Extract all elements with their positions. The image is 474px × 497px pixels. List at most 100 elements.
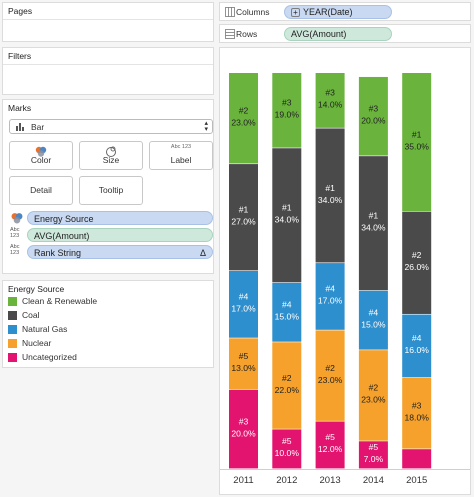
data-label: 22.0% bbox=[275, 385, 300, 395]
legend-swatch bbox=[8, 353, 17, 362]
bar-segment-clean-renewable-2015[interactable] bbox=[402, 73, 432, 211]
columns-shelf[interactable]: Columns + YEAR(Date) bbox=[219, 2, 471, 21]
bar-segment-natural-gas-2012[interactable] bbox=[272, 282, 302, 342]
color-button-label: Color bbox=[30, 155, 52, 165]
data-label: 17.0% bbox=[318, 296, 343, 306]
bar-segment-clean-renewable-2012[interactable] bbox=[272, 73, 302, 148]
legend-label: Uncategorized bbox=[22, 352, 77, 362]
data-label: #1 bbox=[412, 129, 422, 139]
data-label: #3 bbox=[325, 88, 335, 98]
pages-panel[interactable]: Pages bbox=[2, 2, 214, 42]
data-label: #3 bbox=[369, 104, 379, 114]
x-tick-label-2014: 2014 bbox=[363, 475, 384, 486]
data-label: 7.0% bbox=[364, 454, 384, 464]
data-label: #4 bbox=[282, 300, 292, 310]
stacked-bar-chart: #3 20.0% #5 13.0% #4 17.0% #1 27.0% #2 23.0% 2011 #… bbox=[220, 73, 470, 486]
data-label: #5 bbox=[369, 442, 379, 452]
data-label: #4 bbox=[412, 333, 422, 343]
bar-segment-coal-2015[interactable] bbox=[402, 211, 432, 314]
energy-source-pill[interactable]: Energy Source bbox=[27, 211, 213, 225]
bar-segment-clean-renewable-2014[interactable] bbox=[358, 76, 388, 156]
legend-swatch bbox=[8, 339, 17, 348]
filters-divider bbox=[3, 64, 213, 65]
avg-amount-rows-pill[interactable]: AVG(Amount) bbox=[284, 27, 392, 41]
bar-segment-clean-renewable-2011[interactable] bbox=[229, 73, 258, 164]
bar-segment-uncategorized-2011[interactable] bbox=[229, 389, 258, 469]
bar-segment-uncategorized-2014[interactable] bbox=[358, 441, 388, 469]
bar-segment-nuclear-2013[interactable] bbox=[315, 330, 345, 421]
bar-segment-natural-gas-2013[interactable] bbox=[315, 263, 345, 330]
rows-icon bbox=[225, 29, 235, 39]
label-abc-icon: Abc 123 bbox=[10, 227, 20, 239]
data-label: #3 bbox=[239, 416, 249, 426]
bar-segment-uncategorized-2015[interactable] bbox=[402, 449, 432, 469]
energy-source-pill-label: Energy Source bbox=[34, 214, 94, 224]
bar-segment-coal-2011[interactable] bbox=[229, 164, 258, 271]
tooltip-button-label: Tooltip bbox=[98, 185, 124, 195]
x-tick-label-2012: 2012 bbox=[276, 475, 297, 486]
data-label: 20.0% bbox=[361, 116, 386, 126]
legend-title: Energy Source bbox=[8, 284, 65, 294]
bar-segment-coal-2012[interactable] bbox=[272, 148, 302, 283]
chart-area: #3 20.0% #5 13.0% #4 17.0% #1 27.0% #2 23.0% 2011 #… bbox=[219, 47, 471, 495]
label-button[interactable]: Abc 123 Label bbox=[149, 141, 213, 170]
avg-amount-rows-pill-label: AVG(Amount) bbox=[291, 29, 347, 39]
data-label: 16.0% bbox=[405, 345, 430, 355]
data-label: 14.0% bbox=[318, 100, 343, 110]
data-label: #4 bbox=[369, 308, 379, 318]
data-label: 35.0% bbox=[405, 141, 430, 151]
filters-panel[interactable]: Filters bbox=[2, 47, 214, 95]
pages-divider bbox=[3, 19, 213, 20]
rows-shelf[interactable]: Rows AVG(Amount) bbox=[219, 24, 471, 43]
data-label: #1 bbox=[239, 205, 249, 215]
mark-type-label: Bar bbox=[31, 122, 45, 132]
data-label: #5 bbox=[282, 436, 292, 446]
detail-button[interactable]: Detail bbox=[9, 176, 73, 205]
data-label: 12.0% bbox=[318, 444, 343, 454]
avg-amount-pill-label: AVG(Amount) bbox=[34, 231, 90, 241]
color-palette-icon bbox=[11, 213, 23, 224]
detail-button-label: Detail bbox=[30, 185, 52, 195]
data-label: #1 bbox=[325, 183, 335, 193]
tooltip-button[interactable]: Tooltip bbox=[79, 176, 143, 205]
bar-segment-uncategorized-2013[interactable] bbox=[315, 421, 345, 469]
rank-string-pill-label: Rank String bbox=[34, 248, 82, 258]
bar-segment-coal-2014[interactable] bbox=[358, 156, 388, 291]
data-label: #2 bbox=[239, 106, 249, 116]
legend-swatch bbox=[8, 297, 17, 306]
energy-source-legend: Energy Source Clean & Renewable Coal Nat… bbox=[2, 280, 214, 368]
size-button[interactable]: Size bbox=[79, 141, 143, 170]
columns-icon bbox=[225, 7, 235, 17]
bar-segment-natural-gas-2015[interactable] bbox=[402, 314, 432, 378]
data-label: 17.0% bbox=[231, 304, 256, 314]
bar-segment-coal-2013[interactable] bbox=[315, 128, 345, 263]
rank-string-pill[interactable]: Rank String Δ bbox=[27, 245, 213, 259]
color-button[interactable]: Color bbox=[9, 141, 73, 170]
data-label: 34.0% bbox=[318, 195, 343, 205]
bar-segment-natural-gas-2014[interactable] bbox=[358, 290, 388, 350]
bar-segment-nuclear-2015[interactable] bbox=[402, 377, 432, 449]
dropdown-arrows-icon: ▴ ▾ bbox=[204, 120, 208, 133]
expand-plus-icon[interactable]: + bbox=[291, 8, 300, 17]
bar-segment-nuclear-2014[interactable] bbox=[358, 350, 388, 441]
size-icon bbox=[106, 146, 116, 157]
pages-title: Pages bbox=[8, 6, 33, 16]
marks-panel: Marks Bar ▴ ▾ Color Size Abc 123 Label De… bbox=[2, 99, 214, 274]
data-label: 34.0% bbox=[275, 215, 300, 225]
data-label: #2 bbox=[369, 383, 379, 393]
data-label: #1 bbox=[282, 203, 292, 213]
bar-segment-nuclear-2012[interactable] bbox=[272, 342, 302, 429]
data-label: 18.0% bbox=[405, 413, 430, 423]
bar-segment-nuclear-2011[interactable] bbox=[229, 338, 258, 390]
legend-label: Nuclear bbox=[22, 338, 52, 348]
year-date-pill-label: YEAR(Date) bbox=[303, 7, 353, 17]
color-palette-icon bbox=[35, 146, 47, 157]
filters-title: Filters bbox=[8, 51, 32, 61]
year-date-pill[interactable]: + YEAR(Date) bbox=[284, 5, 392, 19]
bar-segment-natural-gas-2011[interactable] bbox=[229, 271, 258, 338]
data-label: 15.0% bbox=[275, 312, 300, 322]
bar-segment-clean-renewable-2013[interactable] bbox=[315, 73, 345, 128]
bar-segment-uncategorized-2012[interactable] bbox=[272, 429, 302, 469]
mark-type-dropdown[interactable]: Bar ▴ ▾ bbox=[9, 119, 213, 134]
avg-amount-pill[interactable]: AVG(Amount) bbox=[27, 228, 213, 242]
